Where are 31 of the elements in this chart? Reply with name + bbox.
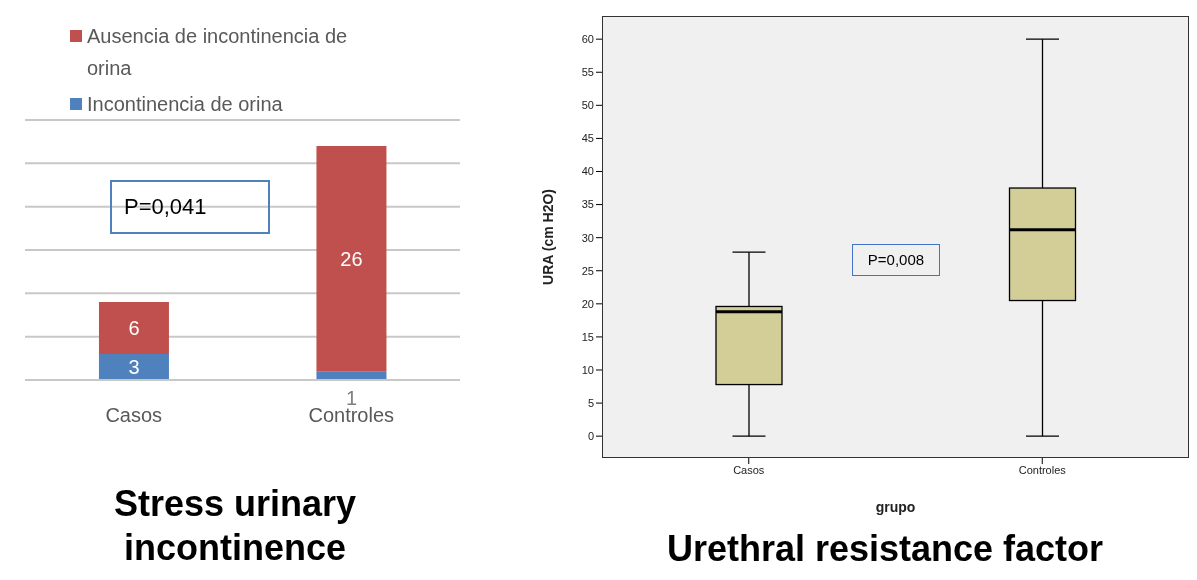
- x-tick-label: Casos: [733, 463, 765, 476]
- annotation: P=0,041: [110, 180, 270, 234]
- data-label: 3: [128, 356, 140, 378]
- y-tick-label: 0: [587, 430, 594, 443]
- y-tick-label: 20: [581, 297, 594, 310]
- y-tick-label: 35: [581, 198, 594, 211]
- y-tick-label: 40: [581, 165, 594, 178]
- y-tick-label: 60: [581, 33, 594, 46]
- annotation: P=0,008: [852, 244, 940, 276]
- y-tick-label: 30: [581, 231, 594, 244]
- x-axis-title: grupo: [875, 499, 916, 515]
- text: Stress urinary incontinence: [112, 482, 358, 570]
- y-tick-label: 55: [581, 66, 594, 79]
- y-tick-label: 5: [587, 396, 594, 409]
- y-axis-title: URA (cm H2O): [539, 189, 556, 285]
- x-tick-label: Casos: [105, 404, 163, 427]
- data-label: 6: [128, 317, 140, 339]
- data-label: 26: [340, 247, 363, 270]
- y-tick-label: 50: [581, 99, 594, 112]
- legend-label: Ausencia de incontinencia de orina: [87, 24, 349, 81]
- y-tick-label: 10: [581, 363, 594, 376]
- legend-label: Incontinencia de orina: [87, 92, 283, 117]
- bar: [316, 371, 387, 380]
- bar: [316, 146, 387, 372]
- y-tick-label: 45: [581, 132, 594, 145]
- y-tick-label: 15: [581, 330, 594, 343]
- bar: [98, 354, 169, 380]
- bar: [98, 302, 169, 354]
- x-tick-label: Controles: [1018, 463, 1067, 476]
- text: Urethral resistance factor: [665, 527, 1105, 571]
- y-tick-label: 25: [581, 264, 594, 277]
